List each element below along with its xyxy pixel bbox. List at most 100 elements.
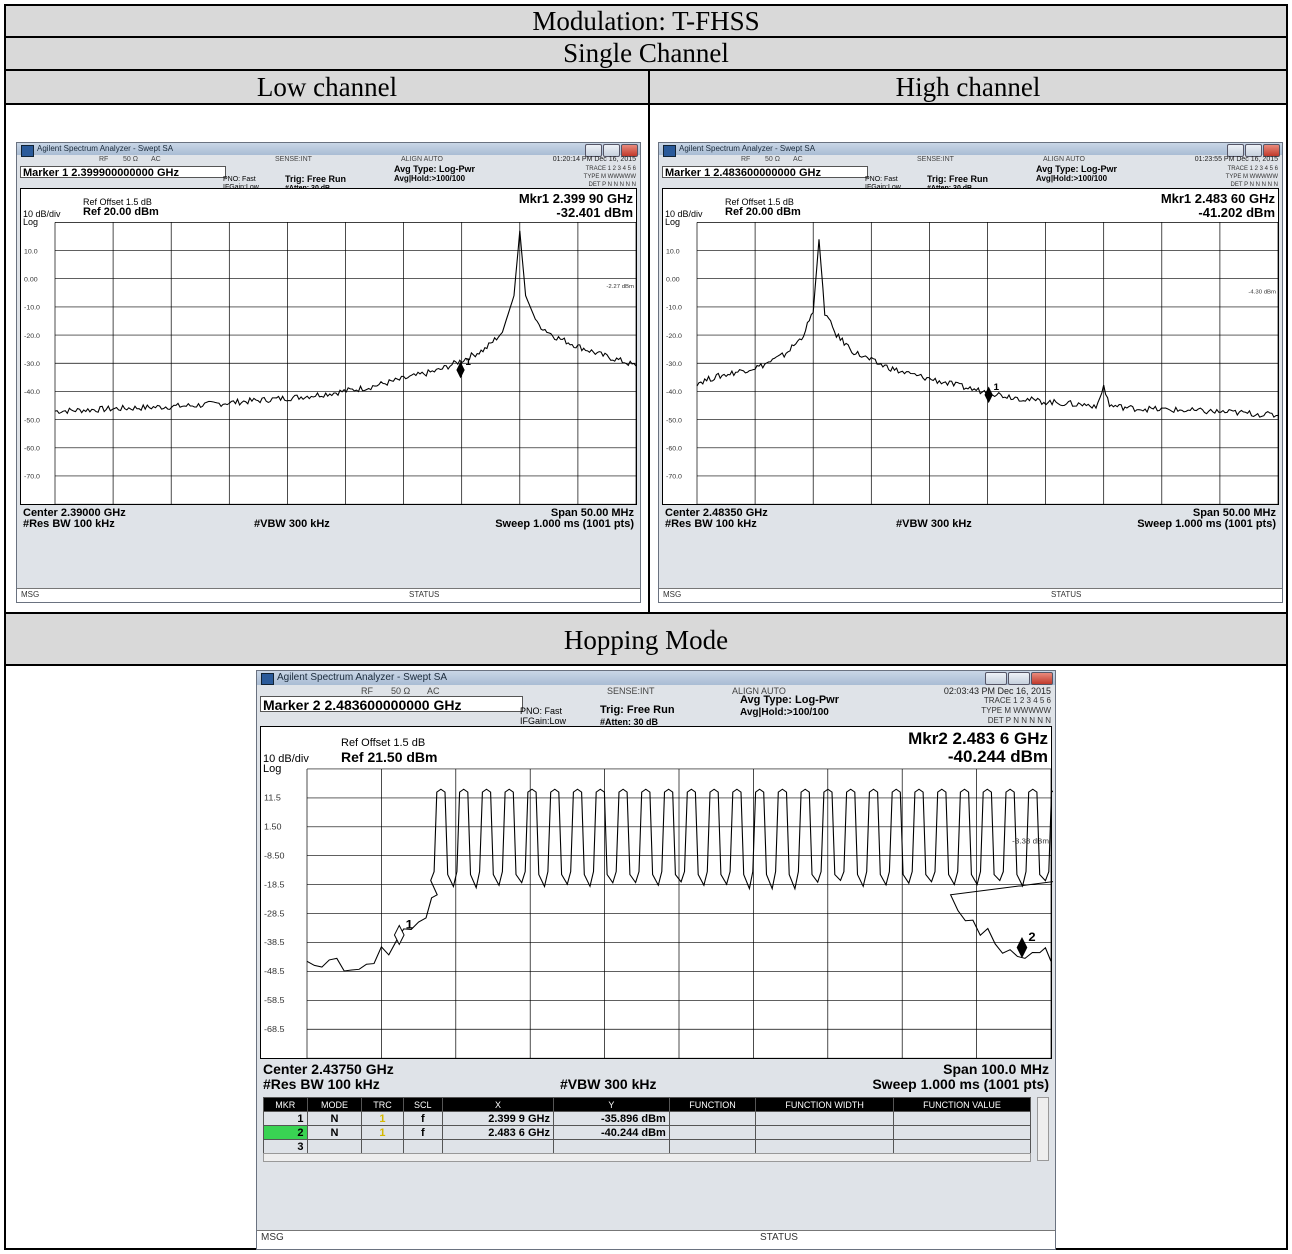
ref-level: Ref 20.00 dBm — [725, 206, 801, 218]
table-header-cell: X — [442, 1097, 554, 1112]
close-icon[interactable] — [621, 144, 638, 157]
y-tick-label: -70.0 — [666, 474, 682, 481]
table-cell — [755, 1125, 895, 1140]
window-title: Agilent Spectrum Analyzer - Swept SA — [277, 672, 448, 683]
table-cell — [668, 1139, 757, 1154]
marker-value: -32.401 dBm — [556, 205, 633, 220]
marker-1-icon[interactable] — [456, 361, 465, 379]
table-row[interactable]: 1 N 1 f 2.399 9 GHz -35.896 dBm — [263, 1111, 1031, 1126]
trigger-label: Trig: Free Run — [927, 174, 989, 184]
marker-readout: Mkr1 2.483 60 GHz — [1160, 191, 1275, 206]
message-bar: MSG STATUS — [257, 1230, 1055, 1249]
table-cell: -40.244 dBm — [552, 1125, 670, 1140]
marker-title-box[interactable]: Marker 1 2.399900000000 GHz — [20, 166, 226, 179]
table-cell: 1 — [263, 1111, 308, 1126]
table-header-row: MKR MODE TRC SCL X Y FUNCTION FUNCTION WIDTH FUN… — [263, 1097, 1031, 1112]
y-tick-label: 0.00 — [24, 277, 38, 284]
det-row: DET P N N N N N — [588, 182, 636, 188]
marker-readout: Mkr2 2.483 6 GHz — [908, 729, 1048, 748]
ref-level: Ref 20.00 dBm — [83, 206, 159, 218]
ifgain-label: IFGain:Low — [223, 184, 259, 191]
scale-label: 10 dB/div — [23, 209, 61, 219]
high-channel-screenshot: Agilent Spectrum Analyzer - Swept SA RF 50… — [658, 142, 1283, 603]
marker-2-icon[interactable] — [1016, 936, 1028, 959]
sweep: Sweep 1.000 ms (1001 pts) — [495, 518, 634, 530]
trigger-label: Trig: Free Run — [285, 174, 347, 184]
coupling-label: AC — [793, 156, 803, 163]
y-tick-label: 1.50 — [264, 822, 282, 832]
marker-table[interactable]: MKR MODE TRC SCL X Y FUNCTION FUNCTION WIDTH FUN… — [263, 1097, 1031, 1154]
close-icon[interactable] — [1263, 144, 1280, 157]
y-tick-label: -18.5 — [264, 880, 285, 890]
display-line-label: -4.30 dBm — [1248, 290, 1276, 296]
close-icon[interactable] — [1031, 672, 1053, 685]
spectrum-plot-svg: 11.5 1.50 -8.50 -18.5 -28.5 -38.5 -48.5 -58.5 -6… — [264, 768, 1053, 1059]
marker-readout: Mkr1 2.399 90 GHz — [518, 191, 633, 206]
marker-title-box[interactable]: Marker 1 2.483600000000 GHz — [662, 166, 868, 179]
res-bw: #Res BW 100 kHz — [263, 1076, 380, 1092]
trace-row: TRACE 1 2 3 4 5 6 — [1227, 166, 1278, 172]
log-label: Log — [665, 217, 681, 227]
sense-label: SENSE:INT — [607, 686, 655, 696]
horizontal-scrollbar[interactable] — [263, 1153, 1031, 1162]
minimize-icon[interactable] — [1227, 144, 1244, 157]
avg-hold-label: Avg|Hold:>100/100 — [740, 707, 829, 718]
span: Span 100.0 MHz — [943, 1061, 1049, 1077]
res-bw: #Res BW 100 kHz — [665, 518, 757, 530]
marker-label: 1 — [465, 357, 471, 368]
log-label: Log — [263, 763, 282, 775]
marker-1-icon[interactable] — [984, 386, 993, 404]
graticule — [54, 222, 637, 505]
avg-type-label: Avg Type: Log-Pwr — [740, 694, 839, 706]
ref-offset: Ref Offset 1.5 dB — [341, 737, 426, 749]
avg-hold-label: Avg|Hold:>100/100 — [394, 174, 466, 183]
single-channel-title: Single Channel — [6, 38, 1286, 71]
display-line-label: -2.27 dBm — [606, 284, 634, 290]
plot-area[interactable]: Ref Offset 1.5 dB 10 dB/div Ref 20.00 dBm L… — [662, 188, 1279, 505]
plot-area[interactable]: Ref Offset 1.5 dB 10 dB/div Ref 20.00 dBm L… — [20, 188, 637, 505]
avg-type-label: Avg Type: Log-Pwr — [394, 164, 475, 174]
y-tick-label: -60.0 — [24, 446, 40, 453]
status-label: STATUS — [409, 590, 440, 599]
y-tick-label: -10.0 — [24, 305, 40, 312]
message-bar: MSG STATUS — [659, 588, 1282, 602]
y-tick-label: -40.0 — [666, 389, 682, 396]
table-cell — [306, 1139, 363, 1154]
plot-area[interactable]: Ref Offset 1.5 dB 10 dB/div Ref 21.50 dBm L… — [260, 726, 1053, 1059]
marker-1-icon[interactable] — [393, 924, 405, 946]
app-icon — [21, 145, 34, 157]
marker-value: -41.202 dBm — [1198, 205, 1275, 220]
y-tick-label: -20.0 — [24, 333, 40, 340]
maximize-icon[interactable] — [603, 144, 620, 157]
minimize-icon[interactable] — [985, 672, 1007, 685]
sense-label: SENSE:INT — [275, 156, 312, 163]
table-header-cell: Y — [552, 1097, 670, 1112]
minimize-icon[interactable] — [585, 144, 602, 157]
maximize-icon[interactable] — [1245, 144, 1262, 157]
y-tick-label: -30.0 — [666, 361, 682, 368]
app-icon — [663, 145, 676, 157]
impedance-label: 50 Ω — [391, 686, 411, 696]
trace-row: TRACE 1 2 3 4 5 6 — [585, 166, 636, 172]
modulation-title: Modulation: T-FHSS — [6, 6, 1286, 38]
table-cell — [755, 1139, 895, 1154]
spectrum-plot-svg: 10.0 0.00 -10.0 -20.0 -30.0 -40.0 -50.0 -60.0 -7… — [24, 222, 637, 505]
msg-label: MSG — [21, 590, 40, 599]
marker-title-box[interactable]: Marker 2 2.483600000000 GHz — [260, 696, 523, 713]
pno-label: PNO: Fast — [223, 176, 256, 183]
channel-header-row: Low channel High channel — [6, 71, 1286, 105]
rf-label: RF — [361, 686, 373, 696]
table-header-cell: MODE — [306, 1097, 363, 1112]
sweep: Sweep 1.000 ms (1001 pts) — [1137, 518, 1276, 530]
msg-label: MSG — [663, 590, 682, 599]
table-cell: 1 — [361, 1125, 404, 1140]
high-channel-title: High channel — [895, 72, 1041, 102]
report-table: Modulation: T-FHSS Single Channel Low ch… — [4, 4, 1288, 1250]
table-row[interactable]: 2 N 1 f 2.483 6 GHz -40.244 dBm — [263, 1125, 1031, 1140]
vertical-scrollbar[interactable] — [1037, 1097, 1049, 1161]
table-header-cell: TRC — [361, 1097, 404, 1112]
marker-value: -40.244 dBm — [947, 747, 1048, 766]
maximize-icon[interactable] — [1008, 672, 1030, 685]
coupling-label: AC — [151, 156, 161, 163]
table-row[interactable]: 3 — [263, 1139, 1031, 1154]
